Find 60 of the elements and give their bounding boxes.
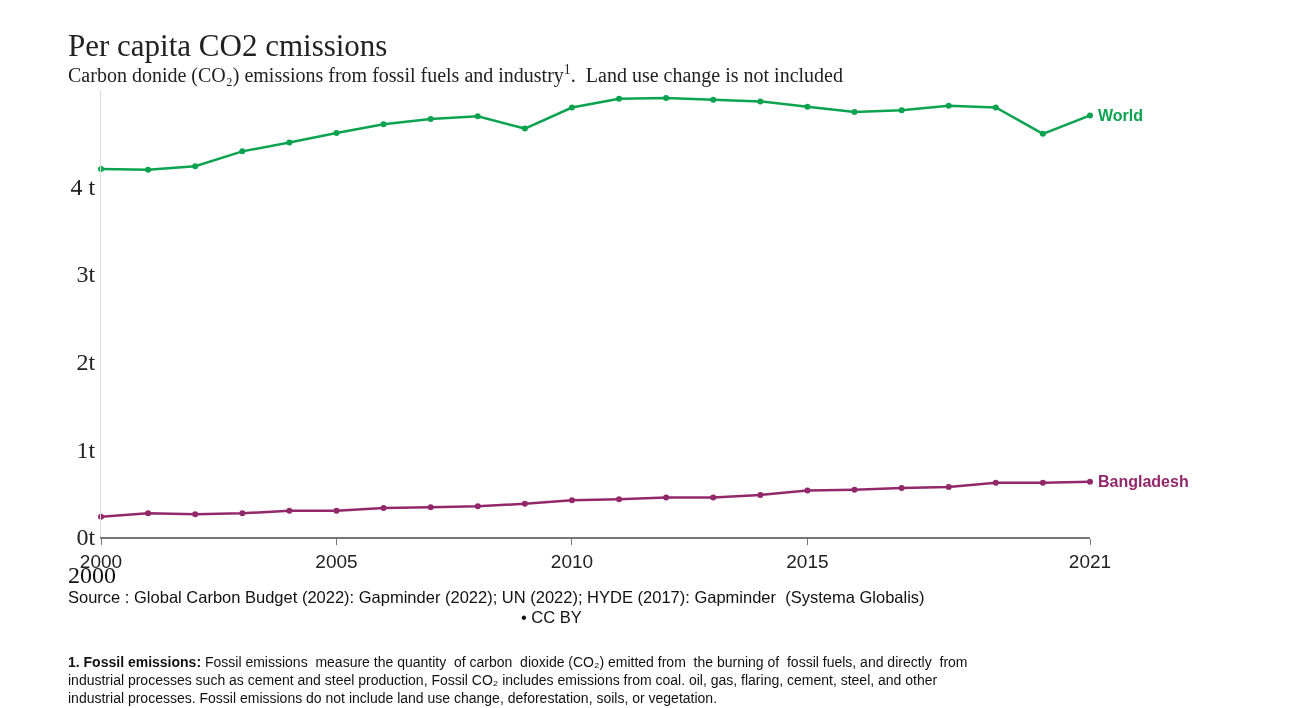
source-note: Source : Global Carbon Budget (2022): Gapminder (2022); UN (2022); HYDE (2017): Gapminder (Systema Globalis) xyxy=(68,588,925,606)
point xyxy=(851,486,858,493)
y-tick-label: 0t xyxy=(76,524,96,551)
text: 1. Fossil emissions: Fossil emissions measure the quantity of carbon dioxide (CO₂) emitted from the burning of fossil fuels, and directly from industrial processes such as cement and steel production, Fossil CO₂ includes emissions from coal. oil, gas, flaring, cement, steel, and other industrial processes. Fossil emissions do not include land use change, deforestation, soils, or vegetation. xyxy=(68,654,968,707)
point xyxy=(474,503,481,510)
point xyxy=(616,496,623,503)
point xyxy=(757,491,764,498)
point xyxy=(710,494,717,501)
point xyxy=(333,507,340,514)
x-tick-label: 2021 xyxy=(1068,550,1112,572)
point xyxy=(945,484,952,491)
point xyxy=(945,102,952,109)
point xyxy=(851,108,858,115)
point xyxy=(1087,112,1093,119)
point xyxy=(568,104,575,111)
point xyxy=(380,505,387,512)
y-tick-label: 2t xyxy=(76,349,96,376)
point xyxy=(145,510,152,517)
point xyxy=(898,484,905,491)
text: • CC BY xyxy=(521,608,582,626)
y-tick-label: 3t xyxy=(76,261,96,288)
x-tick-label: 2015 xyxy=(786,550,829,572)
point xyxy=(192,511,199,518)
x-tick-label: 2005 xyxy=(315,550,358,572)
point xyxy=(286,139,293,146)
point xyxy=(427,504,434,511)
point xyxy=(333,129,340,136)
point xyxy=(239,510,246,517)
y-tick-label: 4 t xyxy=(70,173,96,200)
chart-title: Per capita CO2 cmissions xyxy=(68,28,388,63)
point xyxy=(992,479,999,486)
chart-subtitle: Carbon donide (CO₂) emissions from fossil fuels and industry$^{1}$. Land use change is not included xyxy=(68,62,843,88)
point xyxy=(1039,130,1046,137)
point xyxy=(663,94,670,101)
point xyxy=(710,96,717,103)
point xyxy=(757,98,764,105)
point xyxy=(568,497,575,504)
point xyxy=(380,121,387,128)
point xyxy=(521,500,528,507)
point xyxy=(474,113,481,120)
point xyxy=(804,487,811,494)
y-tick-label: 1t xyxy=(76,436,96,463)
point xyxy=(98,513,104,520)
point xyxy=(804,103,811,110)
point xyxy=(616,95,623,102)
series-label: World xyxy=(1098,107,1144,124)
point xyxy=(1039,479,1046,486)
point xyxy=(145,166,152,173)
point xyxy=(521,125,528,132)
point xyxy=(898,107,905,114)
x-tick-label: 2010 xyxy=(550,550,594,572)
point xyxy=(992,104,999,111)
point xyxy=(427,115,434,122)
point xyxy=(286,507,293,514)
point xyxy=(1087,478,1093,485)
series-label: Bangladesh xyxy=(1098,473,1189,490)
point xyxy=(192,163,199,170)
point xyxy=(239,148,246,155)
point xyxy=(98,165,104,172)
point xyxy=(663,494,670,501)
